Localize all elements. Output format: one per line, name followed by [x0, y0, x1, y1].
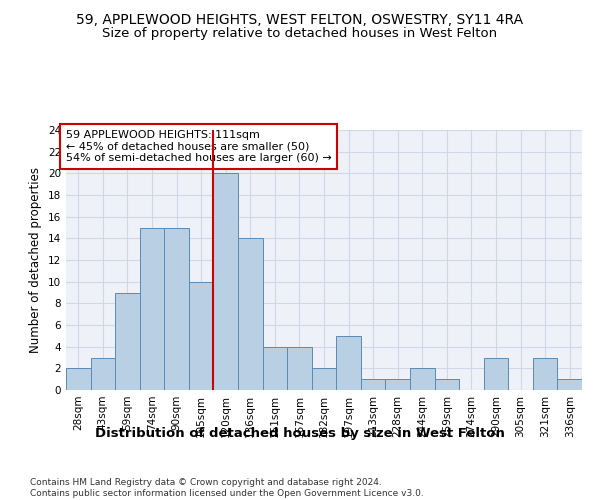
Bar [238, 238, 263, 390]
Text: Distribution of detached houses by size in West Felton: Distribution of detached houses by size … [95, 428, 505, 440]
Bar [410, 368, 434, 390]
Text: 59 APPLEWOOD HEIGHTS: 111sqm
← 45% of detached houses are smaller (50)
54% of se: 59 APPLEWOOD HEIGHTS: 111sqm ← 45% of de… [66, 130, 332, 163]
Y-axis label: Number of detached properties: Number of detached properties [29, 167, 43, 353]
Text: Size of property relative to detached houses in West Felton: Size of property relative to detached ho… [103, 28, 497, 40]
Bar [164, 228, 189, 390]
Text: Contains HM Land Registry data © Crown copyright and database right 2024.
Contai: Contains HM Land Registry data © Crown c… [30, 478, 424, 498]
Bar [533, 358, 557, 390]
Bar [189, 282, 214, 390]
Bar [385, 379, 410, 390]
Bar [287, 346, 312, 390]
Bar [66, 368, 91, 390]
Bar [557, 379, 582, 390]
Bar [140, 228, 164, 390]
Bar [214, 174, 238, 390]
Text: 59, APPLEWOOD HEIGHTS, WEST FELTON, OSWESTRY, SY11 4RA: 59, APPLEWOOD HEIGHTS, WEST FELTON, OSWE… [76, 12, 524, 26]
Bar [91, 358, 115, 390]
Bar [115, 292, 140, 390]
Bar [312, 368, 336, 390]
Bar [263, 346, 287, 390]
Bar [434, 379, 459, 390]
Bar [484, 358, 508, 390]
Bar [336, 336, 361, 390]
Bar [361, 379, 385, 390]
